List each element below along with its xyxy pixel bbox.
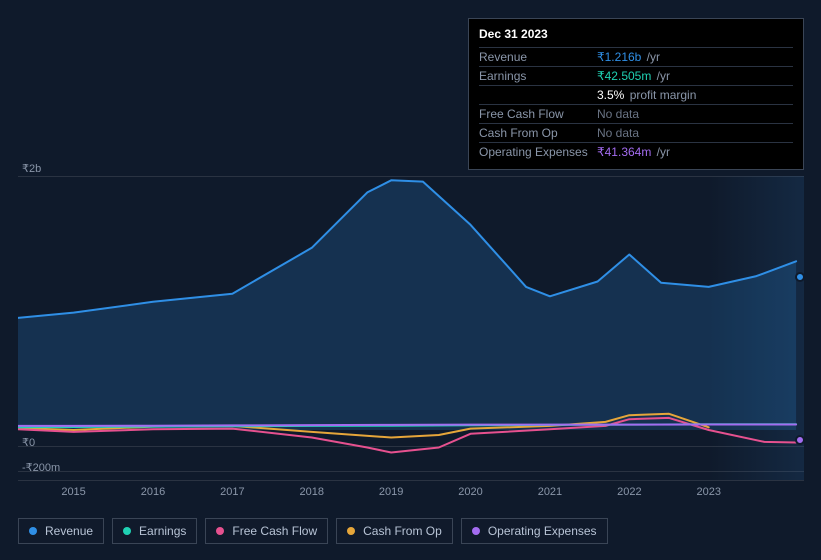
- tooltip-label: Free Cash Flow: [479, 107, 597, 121]
- tooltip-row: Revenue₹1.216b /yr: [479, 47, 793, 66]
- x-tick: 2020: [458, 486, 482, 498]
- legend-item-revenue[interactable]: Revenue: [18, 518, 104, 544]
- tooltip-label: Operating Expenses: [479, 145, 597, 159]
- tooltip-value: ₹41.364m /yr: [597, 145, 793, 159]
- legend-dot-icon: [29, 527, 37, 535]
- tooltip-label: Revenue: [479, 50, 597, 64]
- tooltip-row: Operating Expenses₹41.364m /yr: [479, 142, 793, 161]
- legend-dot-icon: [347, 527, 355, 535]
- legend-label: Cash From Op: [363, 524, 442, 538]
- tooltip: Dec 31 2023 Revenue₹1.216b /yrEarnings₹4…: [468, 18, 804, 170]
- tooltip-value: No data: [597, 126, 793, 140]
- tooltip-date: Dec 31 2023: [479, 25, 793, 47]
- tooltip-rows: Revenue₹1.216b /yrEarnings₹42.505m /yr3.…: [479, 47, 793, 161]
- x-tick: 2015: [61, 486, 85, 498]
- legend-label: Operating Expenses: [488, 524, 597, 538]
- x-tick: 2018: [300, 486, 324, 498]
- tooltip-value: ₹42.505m /yr: [597, 69, 793, 83]
- legend-dot-icon: [472, 527, 480, 535]
- x-tick: 2019: [379, 486, 403, 498]
- chart-svg: [18, 160, 804, 464]
- tooltip-label: Earnings: [479, 69, 597, 83]
- x-ticks: 2015 2016 2017 2018 2019 2020 2021 2022 2023: [18, 486, 804, 502]
- tooltip-value: 3.5% profit margin: [597, 88, 793, 102]
- legend-dot-icon: [216, 527, 224, 535]
- legend-label: Earnings: [139, 524, 186, 538]
- x-tick: 2016: [141, 486, 165, 498]
- x-axis-line: [18, 480, 804, 481]
- legend-label: Free Cash Flow: [232, 524, 317, 538]
- legend-item-operating-expenses[interactable]: Operating Expenses: [461, 518, 608, 544]
- tooltip-label: Cash From Op: [479, 126, 597, 140]
- tooltip-value: ₹1.216b /yr: [597, 50, 793, 64]
- legend-dot-icon: [123, 527, 131, 535]
- x-tick: 2022: [617, 486, 641, 498]
- chart-area[interactable]: [18, 160, 804, 480]
- legend-item-free-cash-flow[interactable]: Free Cash Flow: [205, 518, 328, 544]
- tooltip-value: No data: [597, 107, 793, 121]
- tooltip-row: Free Cash FlowNo data: [479, 104, 793, 123]
- legend-item-cash-from-op[interactable]: Cash From Op: [336, 518, 453, 544]
- x-tick: 2021: [538, 486, 562, 498]
- tooltip-row: 3.5% profit margin: [479, 85, 793, 104]
- dashboard-root: Dec 31 2023 Revenue₹1.216b /yrEarnings₹4…: [0, 0, 821, 560]
- legend: Revenue Earnings Free Cash Flow Cash From O…: [18, 518, 608, 544]
- tooltip-label: [479, 88, 597, 102]
- legend-item-earnings[interactable]: Earnings: [112, 518, 197, 544]
- tooltip-row: Cash From OpNo data: [479, 123, 793, 142]
- x-tick: 2023: [696, 486, 720, 498]
- legend-label: Revenue: [45, 524, 93, 538]
- tooltip-row: Earnings₹42.505m /yr: [479, 66, 793, 85]
- x-tick: 2017: [220, 486, 244, 498]
